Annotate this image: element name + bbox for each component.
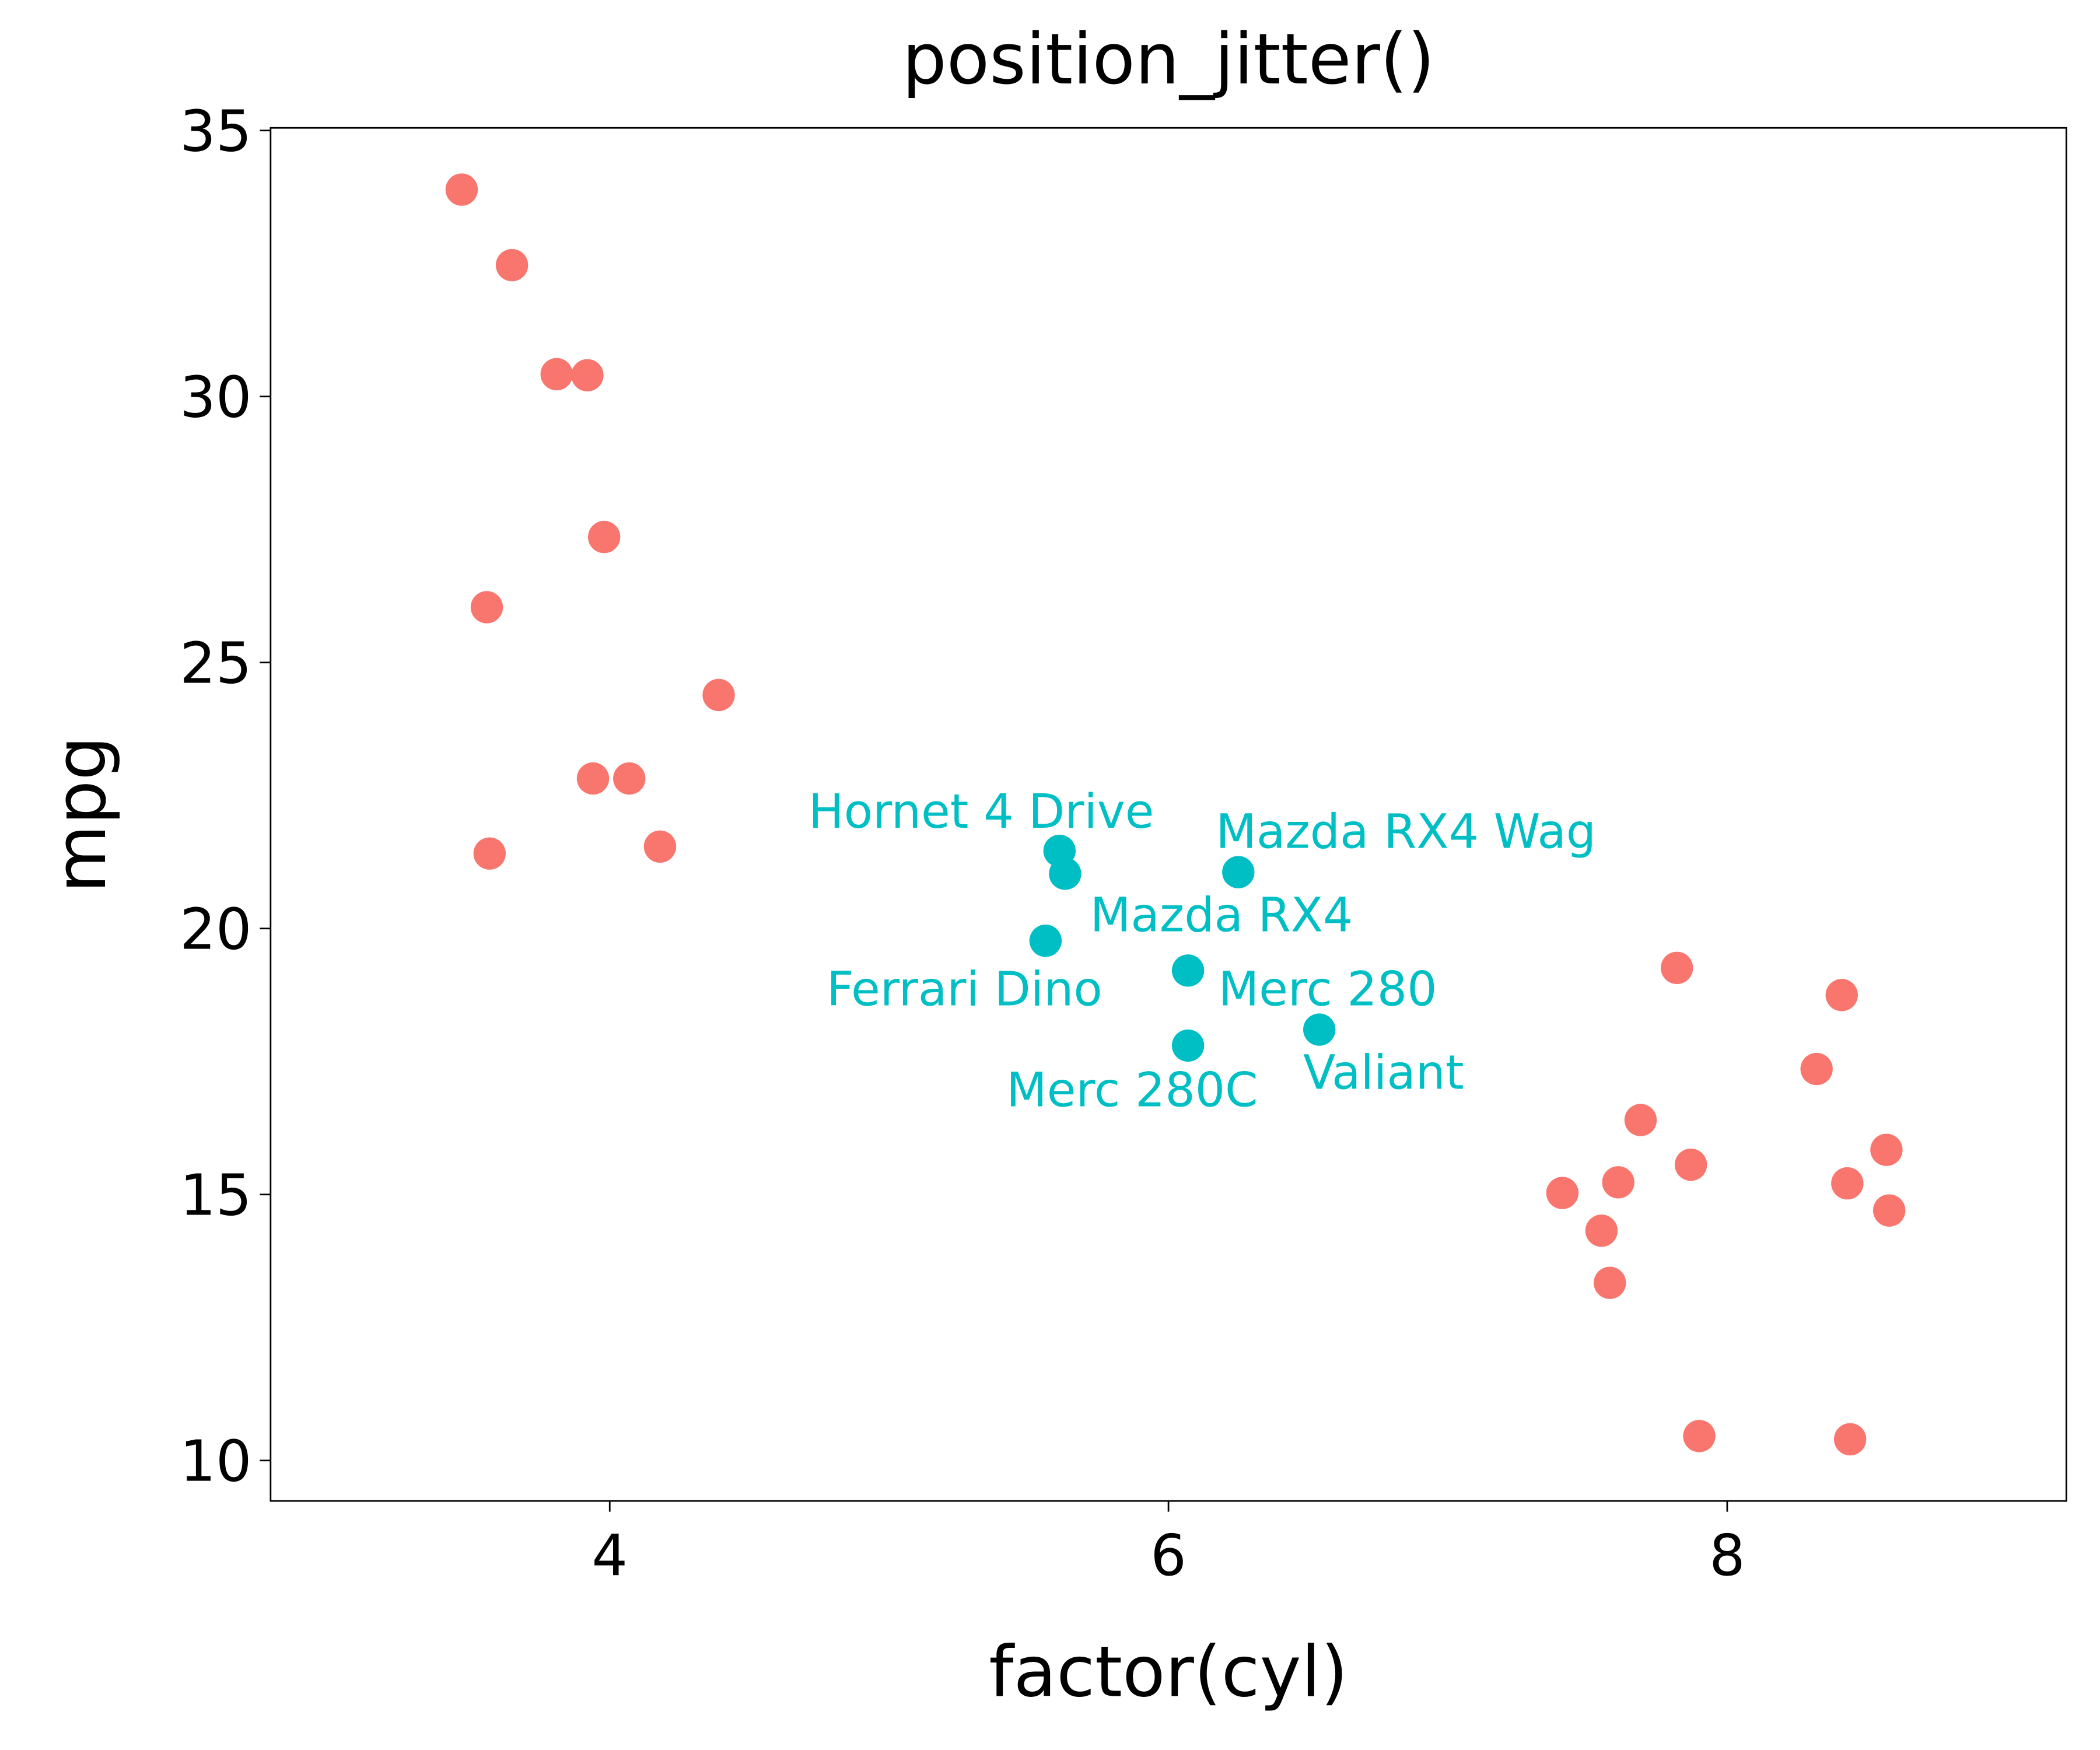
- y-tick-label: 20: [180, 896, 251, 962]
- data-point: [1870, 1133, 1903, 1166]
- data-point: [1585, 1214, 1618, 1247]
- data-point: [1683, 1420, 1716, 1452]
- data-point: [473, 837, 506, 870]
- point-label: Ferrari Dino: [827, 962, 1102, 1017]
- points-layer: [445, 173, 1906, 1455]
- x-tick-label: 8: [1709, 1522, 1745, 1588]
- data-point: [1661, 951, 1693, 984]
- data-point: [1825, 979, 1858, 1012]
- data-point: [1800, 1052, 1833, 1086]
- data-point: [576, 762, 610, 795]
- x-tick-label: 6: [1150, 1522, 1186, 1588]
- data-point: [1222, 856, 1255, 888]
- data-point: [445, 173, 478, 206]
- y-tick-label: 30: [180, 364, 251, 430]
- point-label: Merc 280C: [1006, 1063, 1258, 1118]
- data-point: [1674, 1149, 1707, 1181]
- data-point: [1831, 1167, 1864, 1200]
- y-axis-label: mpg: [41, 736, 122, 893]
- data-point: [643, 830, 677, 863]
- data-point: [1546, 1177, 1579, 1209]
- labels-layer: Hornet 4 Drive Mazda RX4 Wag Mazda RX4 Ferr…: [808, 785, 1596, 1118]
- data-point: [1029, 925, 1062, 957]
- data-point: [1171, 954, 1205, 987]
- point-label: Mazda RX4: [1090, 888, 1353, 943]
- y-tick-label: 15: [180, 1162, 251, 1228]
- data-point: [1303, 1013, 1336, 1046]
- data-point: [495, 249, 528, 282]
- data-point: [470, 591, 503, 624]
- data-point: [1171, 1029, 1205, 1062]
- x-axis-label: factor(cyl): [989, 1632, 1348, 1713]
- data-point: [1833, 1423, 1867, 1455]
- data-point: [571, 359, 604, 391]
- data-point: [540, 358, 573, 391]
- data-point: [702, 678, 735, 712]
- point-label: Merc 280: [1219, 962, 1437, 1017]
- x-axis: 4 6 8: [592, 1501, 1745, 1588]
- y-tick-label: 35: [180, 98, 251, 164]
- chart-title: position_jitter(): [902, 19, 1435, 100]
- point-label: Hornet 4 Drive: [808, 785, 1154, 839]
- data-point: [587, 520, 621, 554]
- point-label: Valiant: [1303, 1046, 1464, 1101]
- data-point: [1594, 1266, 1626, 1299]
- y-tick-label: 25: [180, 630, 251, 696]
- y-axis: 10 15 20 25 30 35: [180, 98, 271, 1494]
- data-point: [1873, 1194, 1906, 1227]
- y-tick-label: 10: [180, 1428, 251, 1494]
- data-point: [1602, 1166, 1634, 1199]
- x-tick-label: 4: [592, 1522, 628, 1588]
- point-label: Mazda RX4 Wag: [1216, 804, 1596, 859]
- data-point: [613, 762, 646, 795]
- data-point: [1624, 1104, 1657, 1136]
- data-point: [1049, 858, 1082, 890]
